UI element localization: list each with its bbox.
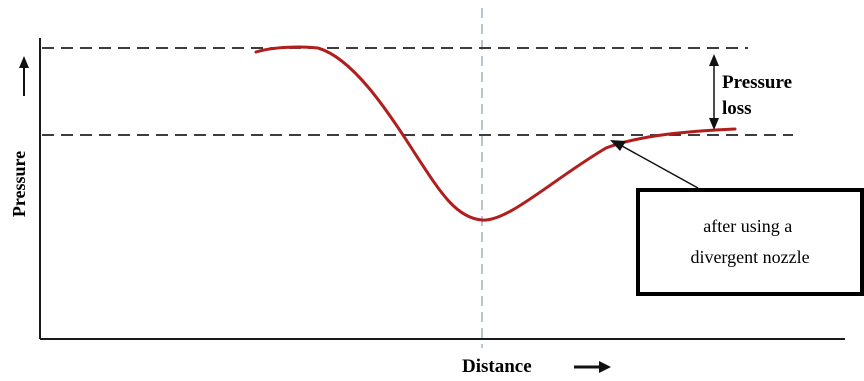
pressure-loss-line-2: loss [722, 98, 752, 119]
callout-line-2: divergent nozzle [690, 247, 809, 267]
callout-line-1: after using a [703, 216, 792, 236]
callout-text: after using a divergent nozzle [690, 216, 809, 267]
y-axis-up-arrow-icon [19, 56, 29, 96]
callout-box [636, 188, 864, 296]
x-axis-label: Distance [462, 356, 532, 377]
pressure-loss-arrow [709, 54, 719, 130]
pressure-loss-label: Pressure loss [722, 72, 797, 119]
callout-pointer [610, 140, 699, 189]
y-axis-label: Pressure [9, 151, 29, 217]
x-axis-right-arrow-icon [574, 361, 611, 373]
pressure-loss-line-1: Pressure [722, 72, 792, 93]
